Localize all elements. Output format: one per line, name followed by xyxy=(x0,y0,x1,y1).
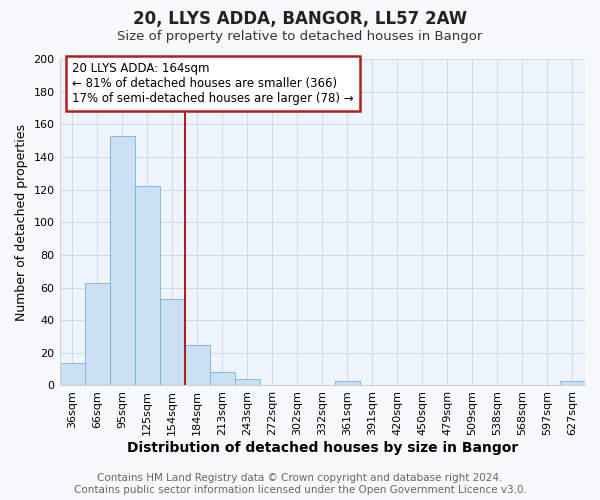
Bar xyxy=(134,186,160,386)
Bar xyxy=(85,282,110,386)
Text: Contains HM Land Registry data © Crown copyright and database right 2024.
Contai: Contains HM Land Registry data © Crown c… xyxy=(74,474,526,495)
Bar xyxy=(235,379,260,386)
Bar xyxy=(160,299,185,386)
Bar xyxy=(185,344,209,386)
Bar xyxy=(110,136,134,386)
Y-axis label: Number of detached properties: Number of detached properties xyxy=(15,124,28,320)
Bar xyxy=(59,362,85,386)
Text: 20 LLYS ADDA: 164sqm
← 81% of detached houses are smaller (366)
17% of semi-deta: 20 LLYS ADDA: 164sqm ← 81% of detached h… xyxy=(72,62,353,106)
Text: 20, LLYS ADDA, BANGOR, LL57 2AW: 20, LLYS ADDA, BANGOR, LL57 2AW xyxy=(133,10,467,28)
Bar xyxy=(560,380,585,386)
X-axis label: Distribution of detached houses by size in Bangor: Distribution of detached houses by size … xyxy=(127,441,518,455)
Bar xyxy=(335,380,360,386)
Bar xyxy=(209,372,235,386)
Text: Size of property relative to detached houses in Bangor: Size of property relative to detached ho… xyxy=(118,30,482,43)
